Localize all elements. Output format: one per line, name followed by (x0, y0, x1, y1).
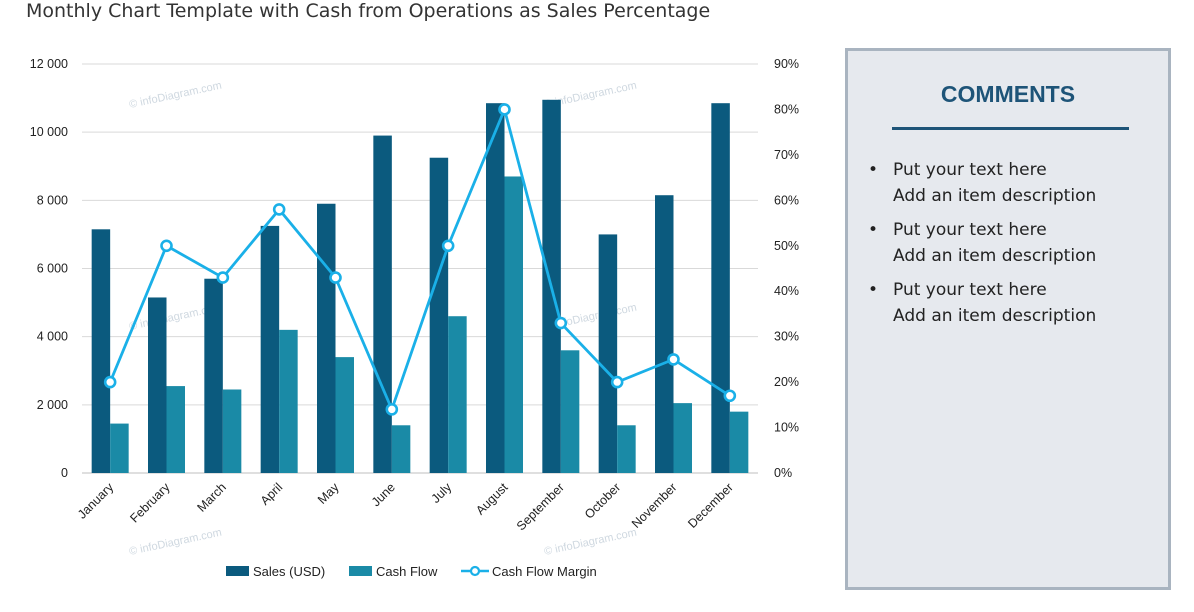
y-right-tick-label: 10% (774, 421, 799, 435)
cash-flow-margin-point (216, 271, 230, 284)
y-left-tick-label: 2 000 (37, 398, 68, 412)
cash-flow-margin-point (103, 375, 117, 389)
sales-bar (260, 225, 280, 473)
legend-cash-flow-swatch (349, 566, 372, 576)
y-right-tick-label: 40% (774, 284, 799, 298)
legend-sales-label: Sales (USD) (253, 564, 325, 579)
sales-bar (711, 103, 730, 473)
x-tick-label: October (582, 480, 623, 521)
cash-flow-margin-line (108, 105, 731, 414)
comments-title: COMMENTS (940, 81, 1076, 107)
comments-list: • Put your text here Add an item descrip… (868, 157, 1158, 337)
bullet-icon: • (868, 160, 879, 180)
x-tick-label: November (629, 480, 680, 531)
y-right-tick-label: 0% (774, 466, 792, 480)
sales-bar (655, 195, 674, 474)
sales-bar (317, 203, 336, 473)
cash-flow-bar (222, 389, 242, 473)
y-right-tick-label: 70% (774, 148, 799, 162)
y-right-tick-label: 90% (774, 57, 799, 71)
x-tick-label: February (127, 480, 173, 526)
x-tick-label: April (258, 480, 286, 508)
cash-flow-bar (448, 316, 467, 473)
sales-bar (429, 157, 449, 473)
y-left-tick-label: 6 000 (37, 262, 68, 276)
x-tick-label: September (514, 480, 567, 533)
y-left-tick-label: 12 000 (30, 57, 68, 71)
y-right-tick-label: 50% (774, 239, 799, 253)
y-right-tick-label: 20% (774, 375, 799, 389)
watermark-text: © infoDiagram.com (128, 80, 223, 111)
cash-flow-bar (729, 411, 749, 473)
x-tick-label: May (315, 480, 342, 507)
comments-panel: COMMENTS • Put your text here Add an ite… (845, 48, 1171, 590)
legend-cash-flow-label: Cash Flow (376, 564, 438, 579)
cash-flow-margin-point (329, 271, 342, 284)
y-left-tick-label: 10 000 (30, 125, 68, 139)
watermark-text: © infoDiagram.com (128, 527, 223, 558)
x-tick-label: August (473, 480, 511, 518)
comment-item: • Put your text here Add an item descrip… (868, 277, 1158, 329)
y-left-tick-label: 0 (61, 466, 68, 480)
sales-bar (486, 103, 505, 473)
comment-text: Put your text here (893, 160, 1047, 180)
comment-description: Add an item description (893, 306, 1097, 326)
comment-text: Put your text here (893, 220, 1047, 240)
cash-flow-bar (560, 350, 580, 473)
sales-bar (91, 229, 111, 473)
cash-flow-margin-point (441, 239, 455, 253)
sales-bar (598, 234, 618, 473)
sales-bar (148, 297, 167, 473)
bullet-icon: • (868, 280, 879, 300)
y-right-tick-label: 30% (774, 330, 799, 344)
x-tick-label: January (75, 480, 117, 522)
comment-item: • Put your text here Add an item descrip… (868, 157, 1158, 209)
legend-sales-swatch (226, 566, 249, 576)
cash-flow-bar (110, 423, 129, 473)
y-right-tick-label: 60% (774, 193, 799, 207)
legend-margin-label: Cash Flow Margin (492, 564, 597, 579)
watermark-text: © infoDiagram.com (543, 527, 638, 558)
comment-item: • Put your text here Add an item descrip… (868, 217, 1158, 269)
y-right-tick-label: 80% (774, 102, 799, 116)
cash-flow-margin-point (554, 316, 568, 330)
cash-flow-bar (279, 329, 298, 473)
combo-chart: 0 2 000 4 000 6 000 8 000 10 000 12 000 0% 10% 20… (30, 57, 799, 579)
sales-bar (204, 278, 223, 473)
cash-flow-margin-point (272, 203, 286, 216)
x-tick-label: December (685, 480, 736, 531)
comments-divider (892, 127, 1129, 130)
cash-flow-margin-point (723, 389, 737, 403)
cash-flow-bar (335, 357, 354, 473)
page-title: Monthly Chart Template with Cash from Op… (26, 0, 711, 22)
cash-flow-bar (504, 176, 523, 473)
y-left-tick-label: 8 000 (37, 193, 68, 207)
y-left-tick-label: 4 000 (37, 330, 68, 344)
comment-description: Add an item description (893, 246, 1097, 266)
cash-flow-margin-point (498, 103, 511, 116)
cash-flow-margin-point (160, 239, 173, 253)
bullet-icon: • (868, 220, 879, 240)
comment-text: Put your text here (893, 280, 1047, 300)
x-tick-label: July (429, 480, 455, 506)
sales-bar (373, 135, 392, 473)
legend-margin-marker (469, 565, 481, 577)
cash-flow-margin-point (667, 353, 680, 366)
comment-description: Add an item description (893, 186, 1097, 206)
cash-flow-margin-point (610, 375, 624, 389)
cash-flow-bar (166, 386, 185, 473)
cash-flow-margin-point (385, 403, 399, 416)
cash-flow-bar (673, 403, 692, 473)
cash-flow-bar (391, 425, 411, 473)
cash-flow-bar (617, 425, 636, 473)
x-tick-label: March (194, 480, 228, 514)
x-tick-label: June (369, 480, 398, 509)
